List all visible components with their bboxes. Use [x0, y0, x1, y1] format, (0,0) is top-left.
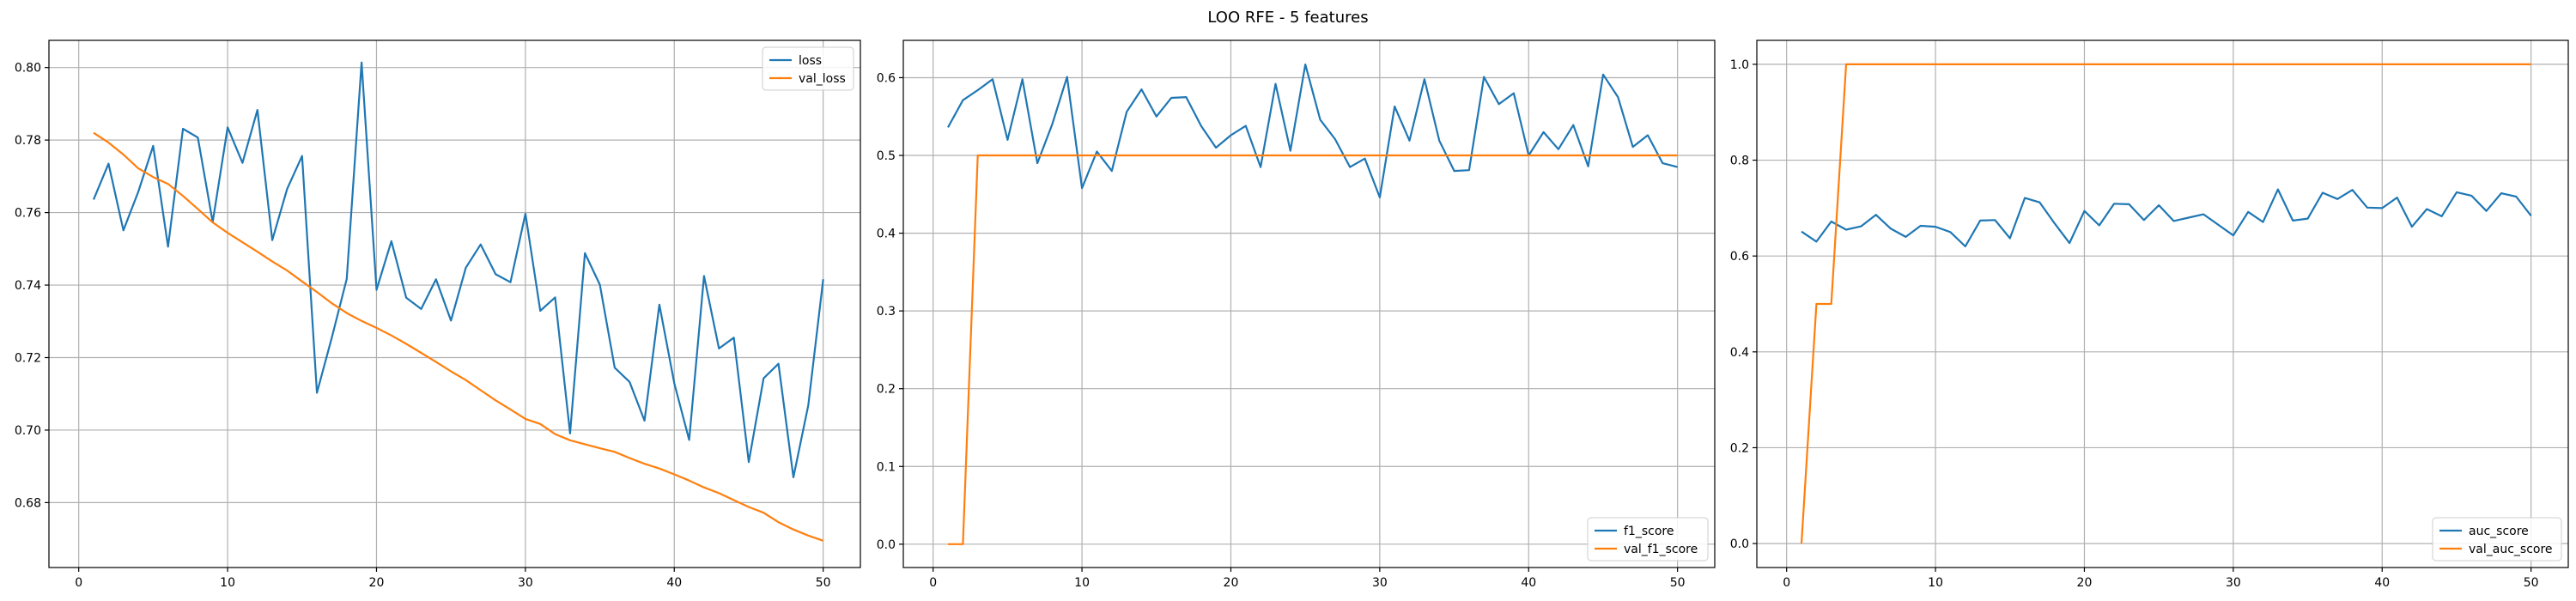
subplot-f1-score: 0 10 20 30 40 50 0.0 0.1 0.2 0.3 0.4 0.5 0.6 f1_score… [877, 39, 1716, 590]
y-tick-label: 0.0 [877, 538, 896, 552]
series-line-val-loss [93, 131, 824, 542]
figure-title: LOO RFE - 5 features [1207, 9, 1369, 27]
y-tick-label: 0.2 [1730, 441, 1749, 455]
axes-frame [902, 39, 1716, 568]
x-tick-label: 30 [2226, 576, 2241, 590]
subplot-loss: 0 10 20 30 40 50 0.68 0.70 0.72 0.74 0.76 0.78 0.80 l… [15, 39, 861, 590]
series-line-val-f1-score [948, 154, 1678, 545]
series-line-auc-score [1801, 188, 2532, 248]
x-tick-label: 40 [666, 576, 682, 590]
x-tick-label: 0 [1783, 576, 1790, 590]
legend: f1_score val_f1_score [1587, 517, 1709, 562]
y-tick-label: 0.80 [15, 62, 41, 76]
x-tick-label: 40 [2374, 576, 2390, 590]
x-tick-label: 10 [1928, 576, 1943, 590]
legend-label: f1_score [1624, 525, 1674, 538]
legend-label: auc_score [2469, 525, 2529, 538]
legend-label: val_loss [799, 72, 846, 86]
legend-box [762, 46, 854, 91]
x-tick-label: 10 [220, 576, 235, 590]
x-tick-label: 20 [2077, 576, 2093, 590]
x-tick-label: 0 [929, 576, 937, 590]
y-tick-label: 0.5 [877, 149, 896, 163]
y-tick-label: 0.6 [1730, 250, 1749, 264]
axes-frame [1756, 39, 2569, 568]
x-tick-label: 40 [1521, 576, 1536, 590]
x-tick-label: 50 [2524, 576, 2539, 590]
x-tick-label: 20 [369, 576, 385, 590]
legend-box [1587, 517, 1709, 562]
legend: auc_score val_auc_score [2432, 517, 2562, 562]
y-tick-label: 0.1 [877, 460, 896, 474]
y-tick-label: 0.68 [15, 496, 41, 510]
y-tick-label: 0.70 [15, 424, 41, 438]
y-tick-label: 0.8 [1730, 155, 1749, 168]
y-tick-label: 0.78 [15, 134, 41, 148]
y-tick-label: 0.0 [1730, 537, 1749, 551]
subplot-auc-score: 0 10 20 30 40 50 0.0 0.2 0.4 0.6 0.8 1.0 auc_scoreva… [1730, 39, 2569, 590]
axes-frame [48, 39, 861, 568]
legend-box [2432, 517, 2562, 562]
y-tick-label: 0.4 [877, 228, 896, 241]
x-tick-label: 20 [1224, 576, 1239, 590]
y-tick-label: 1.0 [1730, 58, 1749, 72]
y-tick-label: 0.3 [877, 305, 896, 319]
y-tick-label: 0.2 [877, 383, 896, 397]
x-tick-label: 50 [1670, 576, 1686, 590]
series-line-f1-score [947, 63, 1678, 198]
y-tick-label: 0.6 [877, 71, 896, 85]
x-tick-label: 10 [1074, 576, 1090, 590]
legend-label: val_f1_score [1624, 543, 1698, 556]
legend: loss val_loss [762, 46, 854, 91]
legend-label: loss [799, 54, 822, 68]
y-tick-label: 0.4 [1730, 346, 1749, 360]
series-line-loss [92, 61, 824, 479]
x-tick-label: 50 [816, 576, 831, 590]
series-line-val-auc-score [1800, 63, 2531, 544]
x-tick-label: 30 [518, 576, 533, 590]
y-tick-label: 0.72 [15, 351, 41, 365]
y-tick-label: 0.74 [15, 279, 41, 293]
y-tick-label: 0.76 [15, 207, 41, 221]
x-tick-label: 0 [75, 576, 82, 590]
x-tick-label: 30 [1372, 576, 1388, 590]
legend-label: val_auc_score [2469, 543, 2553, 556]
